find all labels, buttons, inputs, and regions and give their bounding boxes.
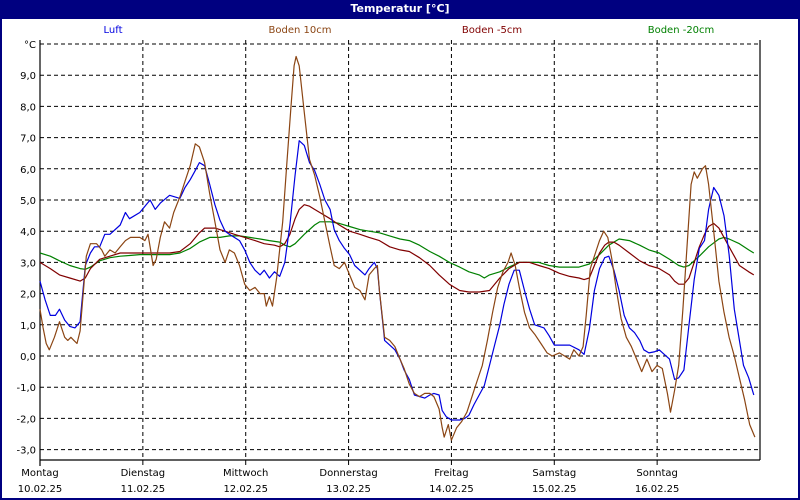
series-line-boden-20cm <box>39 221 755 279</box>
y-tick-label: 5,0 <box>20 196 36 207</box>
y-tick-label: -3,0 <box>16 446 36 457</box>
x-date-label: 15.02.25 <box>532 484 577 495</box>
x-weekday-label: Donnerstag <box>319 468 377 479</box>
x-weekday-label: Samstag <box>532 468 576 479</box>
y-tick-label: 8,0 <box>20 102 36 113</box>
y-tick-label: 2,0 <box>20 290 36 301</box>
y-tick-label: 9,0 <box>20 71 36 82</box>
y-tick-label: -2,0 <box>16 414 36 425</box>
x-date-label: 13.02.25 <box>326 484 371 495</box>
y-tick-label: -1,0 <box>16 383 36 394</box>
x-weekday-label: Freitag <box>434 468 468 479</box>
x-date-label: 10.02.25 <box>18 484 63 495</box>
x-weekday-label: Dienstag <box>121 468 166 479</box>
x-date-label: 11.02.25 <box>121 484 166 495</box>
y-tick-label: 7,0 <box>20 134 36 145</box>
y-tick-label: 1,0 <box>20 321 36 332</box>
legend-boden-minus-5cm: Boden -5cm <box>461 25 523 36</box>
window-title: Temperatur [°C] <box>0 0 800 19</box>
x-date-label: 12.02.25 <box>223 484 268 495</box>
series-line-luft <box>39 140 755 421</box>
y-tick-label: 3,0 <box>20 258 36 269</box>
y-tick-label: 0,0 <box>20 352 36 363</box>
legend-luft: Luft <box>103 25 123 36</box>
x-weekday-label: Montag <box>21 468 58 479</box>
legend-boden-10cm: Boden 10cm <box>268 25 332 36</box>
x-date-label: 14.02.25 <box>429 484 474 495</box>
x-date-label: 16.02.25 <box>635 484 680 495</box>
series-line-boden-10cm <box>39 55 756 441</box>
legend-boden-minus-20cm: Boden -20cm <box>647 25 715 36</box>
y-tick-label: 4,0 <box>20 227 36 238</box>
x-weekday-label: Mittwoch <box>223 468 268 479</box>
x-weekday-label: Sonntag <box>636 468 678 479</box>
y-tick-label: 6,0 <box>20 165 36 176</box>
y-unit-label: °C <box>24 40 36 51</box>
series-line-boden-5cm <box>39 204 755 293</box>
